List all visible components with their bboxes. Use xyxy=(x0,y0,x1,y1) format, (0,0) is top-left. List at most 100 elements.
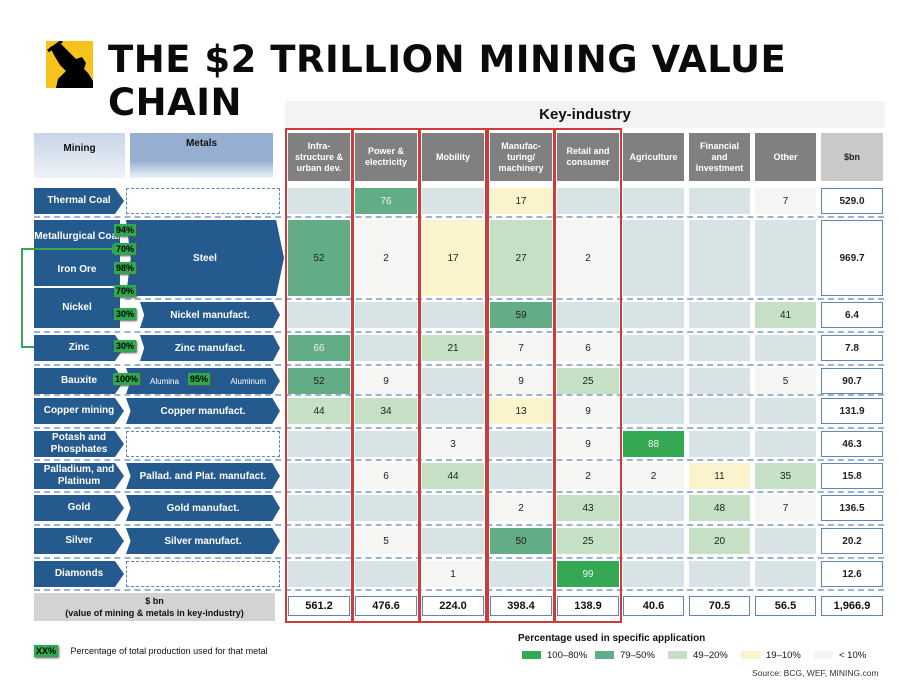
value-cell: 9 xyxy=(557,431,619,457)
value-cell: 20 xyxy=(689,528,750,554)
production-percentage-badge: 30% xyxy=(114,308,137,320)
value-cell: 6 xyxy=(355,463,417,489)
source-note: Source: BCG, WEF, MINING.com xyxy=(752,668,879,678)
row-total-cell: 15.8 xyxy=(821,463,883,489)
legend-entry: 79–50% xyxy=(595,650,668,661)
aluminum-label: Aluminum xyxy=(230,376,266,386)
mining-chevron: Copper mining xyxy=(34,398,124,424)
legend: 100–80% 79–50% 49–20% 19–10% < 10% xyxy=(522,650,887,661)
value-cell xyxy=(288,561,350,587)
pct-note: XX% Percentage of total production used … xyxy=(34,645,268,657)
production-percentage-badge: 70% xyxy=(114,285,137,297)
column-header: Agriculture xyxy=(623,133,684,181)
value-cell xyxy=(288,463,350,489)
row-total-cell: 46.3 xyxy=(821,431,883,457)
value-cell xyxy=(755,398,816,424)
metals-header: Metals xyxy=(130,133,273,178)
value-cell: 5 xyxy=(355,528,417,554)
value-cell: 13 xyxy=(490,398,552,424)
row-divider xyxy=(34,524,884,526)
value-cell xyxy=(689,431,750,457)
column-total: 398.4 xyxy=(490,596,552,616)
value-cell xyxy=(490,431,552,457)
value-cell xyxy=(755,561,816,587)
value-cell xyxy=(623,335,684,361)
column-header: Mobility xyxy=(422,133,484,181)
production-percentage-badge: 100% xyxy=(113,373,141,385)
legend-swatch xyxy=(741,651,760,660)
alumina-label: Alumina xyxy=(150,376,179,386)
legend-swatch xyxy=(814,651,833,660)
production-percentage-badge: 95% xyxy=(188,373,211,385)
value-cell: 9 xyxy=(490,368,552,394)
value-cell: 34 xyxy=(355,398,417,424)
zinc-to-steel-arrow xyxy=(21,244,120,348)
column-total: 1,966.9 xyxy=(821,596,883,616)
value-cell: 35 xyxy=(755,463,816,489)
legend-title: Percentage used in specific application xyxy=(518,633,706,644)
value-cell xyxy=(623,220,684,296)
value-cell xyxy=(557,302,619,328)
value-cell xyxy=(557,188,619,214)
row-divider xyxy=(34,557,884,559)
legend-label: 100–80% xyxy=(547,650,588,661)
value-cell xyxy=(689,368,750,394)
value-cell xyxy=(288,495,350,521)
legend-entry: 19–10% xyxy=(741,650,814,661)
value-cell: 25 xyxy=(557,368,619,394)
value-cell: 2 xyxy=(355,220,417,296)
metal-chevron: Zinc manufact. xyxy=(140,335,280,361)
value-cell xyxy=(422,188,484,214)
value-cell xyxy=(490,463,552,489)
value-cell: 7 xyxy=(490,335,552,361)
row-divider xyxy=(125,298,884,300)
legend-swatch xyxy=(595,651,614,660)
legend-label: < 10% xyxy=(839,650,867,661)
value-cell: 2 xyxy=(557,220,619,296)
mining-chevron: Silver xyxy=(34,528,124,554)
mining-chevron: Potash and Phosphates xyxy=(34,431,124,457)
column-total: 40.6 xyxy=(623,596,684,616)
metal-chevron: Nickel manufact. xyxy=(140,302,280,328)
value-cell: 2 xyxy=(490,495,552,521)
mining-chevron: Thermal Coal xyxy=(34,188,124,214)
metal-chevron: Pallad. and Plat. manufact. xyxy=(126,463,280,489)
pct-note-text: Percentage of total production used for … xyxy=(70,646,268,656)
row-divider xyxy=(34,427,884,429)
mining-header: Mining xyxy=(34,133,125,178)
column-total: 70.5 xyxy=(689,596,750,616)
mining-chevron: Diamonds xyxy=(34,561,124,587)
value-cell xyxy=(355,561,417,587)
value-cell: 99 xyxy=(557,561,619,587)
value-cell xyxy=(623,495,684,521)
value-cell: 5 xyxy=(755,368,816,394)
row-divider xyxy=(34,459,884,461)
mining-chevron: Nickel xyxy=(34,288,120,328)
value-cell: 44 xyxy=(422,463,484,489)
value-cell: 9 xyxy=(355,368,417,394)
value-cell xyxy=(422,398,484,424)
row-total-cell: 136.5 xyxy=(821,495,883,521)
value-cell: 3 xyxy=(422,431,484,457)
row-total-cell: 12.6 xyxy=(821,561,883,587)
pct-badge-sample: XX% xyxy=(34,645,59,657)
value-cell xyxy=(755,528,816,554)
mining-chevron: Palladium, and Platinum xyxy=(34,463,124,489)
value-cell: 44 xyxy=(288,398,350,424)
row-total-cell: 90.7 xyxy=(821,368,883,394)
value-cell: 52 xyxy=(288,220,350,296)
metal-chevron xyxy=(126,431,280,457)
row-total-cell: 969.7 xyxy=(821,220,883,296)
page-title: THE $2 TRILLION MINING VALUE CHAIN xyxy=(108,38,787,124)
column-total: 561.2 xyxy=(288,596,350,616)
column-header: Other xyxy=(755,133,816,181)
value-cell: 76 xyxy=(355,188,417,214)
value-cell xyxy=(355,335,417,361)
key-industry-label: Key-industry xyxy=(539,106,631,123)
value-cell xyxy=(755,220,816,296)
production-percentage-badge: 30% xyxy=(114,340,137,352)
row-divider xyxy=(34,216,884,218)
row-divider xyxy=(34,491,884,493)
production-percentage-badge: 70% xyxy=(114,243,137,255)
value-cell xyxy=(355,431,417,457)
